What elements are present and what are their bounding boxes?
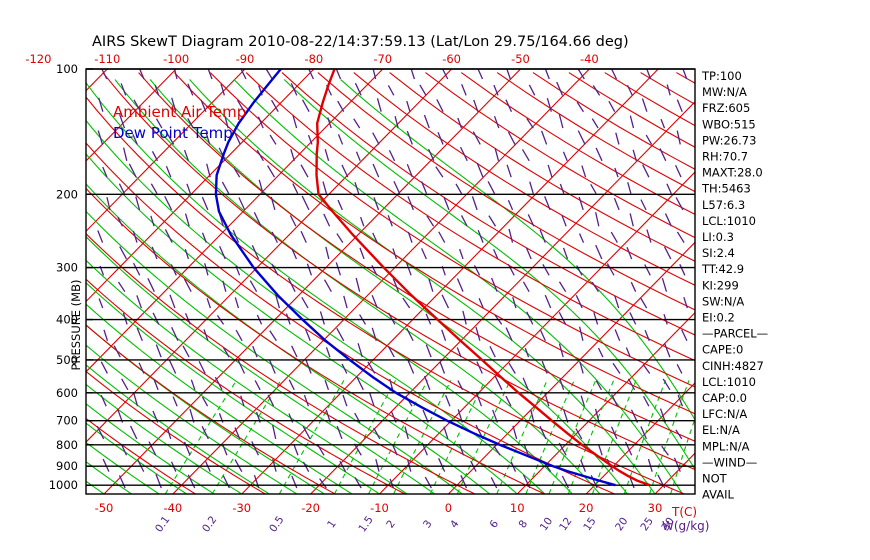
pressure-tick-300: 300 <box>56 261 78 275</box>
parameter-tt: TT:42.9 <box>701 262 744 276</box>
parameter-cinh: CINH:4827 <box>702 359 764 373</box>
pressure-tick-900: 900 <box>56 459 78 473</box>
top-temp-tick--80: -80 <box>304 52 323 66</box>
parameter-mpl: MPL:N/A <box>702 439 750 453</box>
parameter-cap: CAP:0.0 <box>702 391 747 405</box>
bottom-temp-tick--20: -20 <box>301 501 320 515</box>
pressure-tick-100: 100 <box>56 62 78 76</box>
mixing-axis-label: W(g/kg) <box>662 519 709 533</box>
bottom-temp-tick--30: -30 <box>232 501 251 515</box>
pressure-tick-labels: 100 200 300 400 500 600 700 800 900 1000 <box>49 62 78 492</box>
bottom-temp-tick--10: -10 <box>370 501 389 515</box>
pressure-tick-500: 500 <box>56 353 78 367</box>
temp-axis-label: T(C) <box>671 505 697 519</box>
parameter-panel: TP:100 MW:N/A FRZ:605 WBO:515 PW:26.73 RH:70.… <box>701 69 768 502</box>
legend-dew-point: Dew Point Temp <box>113 124 233 142</box>
parameter-sw: SW:N/A <box>702 294 744 308</box>
bottom-temp-tick--50: -50 <box>95 501 114 515</box>
top-temp-tick--100: -100 <box>163 52 189 66</box>
pressure-tick-800: 800 <box>56 438 78 452</box>
parameter-rh: RH:70.7 <box>702 150 748 164</box>
parameter-wbo: WBO:515 <box>702 117 756 131</box>
pressure-tick-400: 400 <box>56 313 78 327</box>
parameter-lcl2: LCL:1010 <box>702 375 756 389</box>
parameter-frz: FRZ:605 <box>702 101 750 115</box>
parameter-hdr_parcel: —PARCEL— <box>702 327 768 341</box>
isotherm-lines <box>86 69 695 494</box>
parameter-li: LI:0.3 <box>702 230 734 244</box>
top-temp-tick--70: -70 <box>373 52 392 66</box>
parameter-ki: KI:299 <box>702 278 739 292</box>
parameter-lcl: LCL:1010 <box>702 214 756 228</box>
parameter-th: TH:5463 <box>701 182 751 196</box>
plot-frame <box>85 68 696 495</box>
bottom-temp-tick-labels: -50 -40 -30 -20 -10 0 10 20 30 <box>95 501 663 515</box>
top-temp-tick--50: -50 <box>511 52 530 66</box>
parameter-wind2: AVAIL <box>702 488 735 502</box>
top-temp-tick--110: -110 <box>94 52 120 66</box>
top-temp-tick-labels: -120 -110 -100 -90 -80 -70 -60 -50 -40 <box>25 52 598 66</box>
pressure-tick-1000: 1000 <box>49 478 78 492</box>
top-temp-tick--40: -40 <box>580 52 599 66</box>
isobar-lines <box>86 68 695 486</box>
parameter-l57: L57:6.3 <box>702 198 745 212</box>
pressure-tick-600: 600 <box>56 386 78 400</box>
bottom-temp-tick-20: 20 <box>579 501 594 515</box>
parameter-ei: EI:0.2 <box>702 311 735 325</box>
parameter-si: SI:2.4 <box>702 246 735 260</box>
parameter-hdr_wind: —WIND— <box>702 455 757 469</box>
parameter-cape: CAPE:0 <box>702 343 743 357</box>
parameter-tp: TP:100 <box>701 69 742 83</box>
temperature-profile-line <box>315 69 651 487</box>
parameter-wind1: NOT <box>702 472 728 486</box>
bottom-temp-tick-30: 30 <box>648 501 663 515</box>
parameter-pw: PW:26.73 <box>702 133 756 147</box>
bottom-temp-tick-10: 10 <box>510 501 525 515</box>
pressure-axis-label: PRESSURE (MB) <box>69 280 83 371</box>
pressure-tick-200: 200 <box>56 187 78 201</box>
mixing-ratio-lines <box>86 79 695 494</box>
page-title: AIRS SkewT Diagram 2010-08-22/14:37:59.1… <box>92 34 629 50</box>
bottom-temp-tick--40: -40 <box>163 501 182 515</box>
pressure-tick-700: 700 <box>56 414 78 428</box>
dewpoint-profile-line <box>214 69 616 487</box>
parameter-lfc: LFC:N/A <box>702 407 747 421</box>
top-temp-tick--90: -90 <box>236 52 255 66</box>
parameter-maxt: MAXT:28.0 <box>702 166 763 180</box>
legend-ambient-temp: Ambient Air Temp <box>113 103 246 121</box>
sounding-profiles <box>214 69 651 487</box>
parameter-el: EL:N/A <box>702 423 740 437</box>
bottom-temp-tick-0: 0 <box>445 501 452 515</box>
top-temp-tick--120: -120 <box>25 52 51 66</box>
top-temp-tick--60: -60 <box>442 52 461 66</box>
parameter-mw: MW:N/A <box>702 85 747 99</box>
